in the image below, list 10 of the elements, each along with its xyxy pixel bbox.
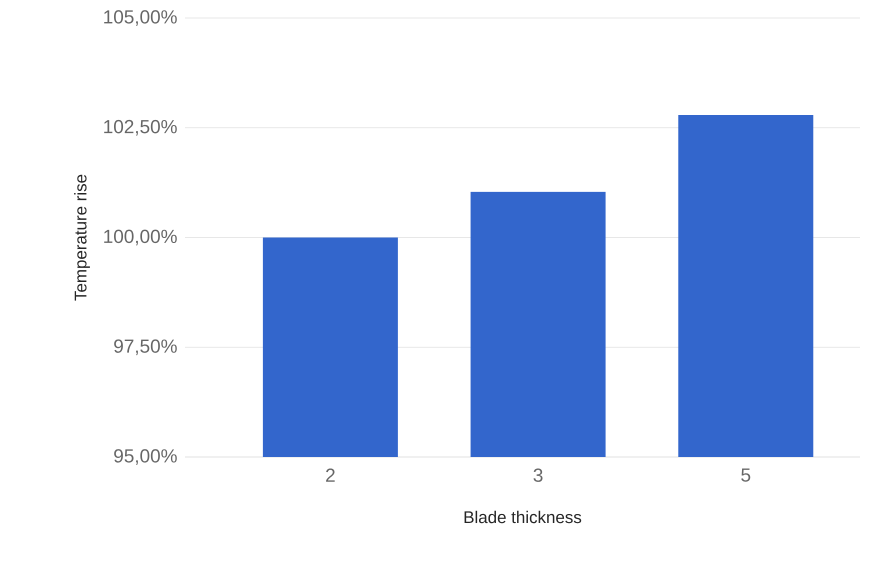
y-tick-label: 105,00% [104,10,177,26]
x-tick-label: 2 [326,468,335,482]
y-tick-label: 97,50% [114,339,177,356]
y-tick-label: 95,00% [114,449,177,465]
x-axis-title: Blade thickness [464,510,582,524]
x-tick-label: 5 [741,468,750,482]
y-tick-label: 100,00% [104,230,177,246]
y-tick-label: 102,50% [104,120,177,136]
y-axis-title: Temperature rise [74,174,90,301]
x-tick-label: 3 [534,468,543,482]
